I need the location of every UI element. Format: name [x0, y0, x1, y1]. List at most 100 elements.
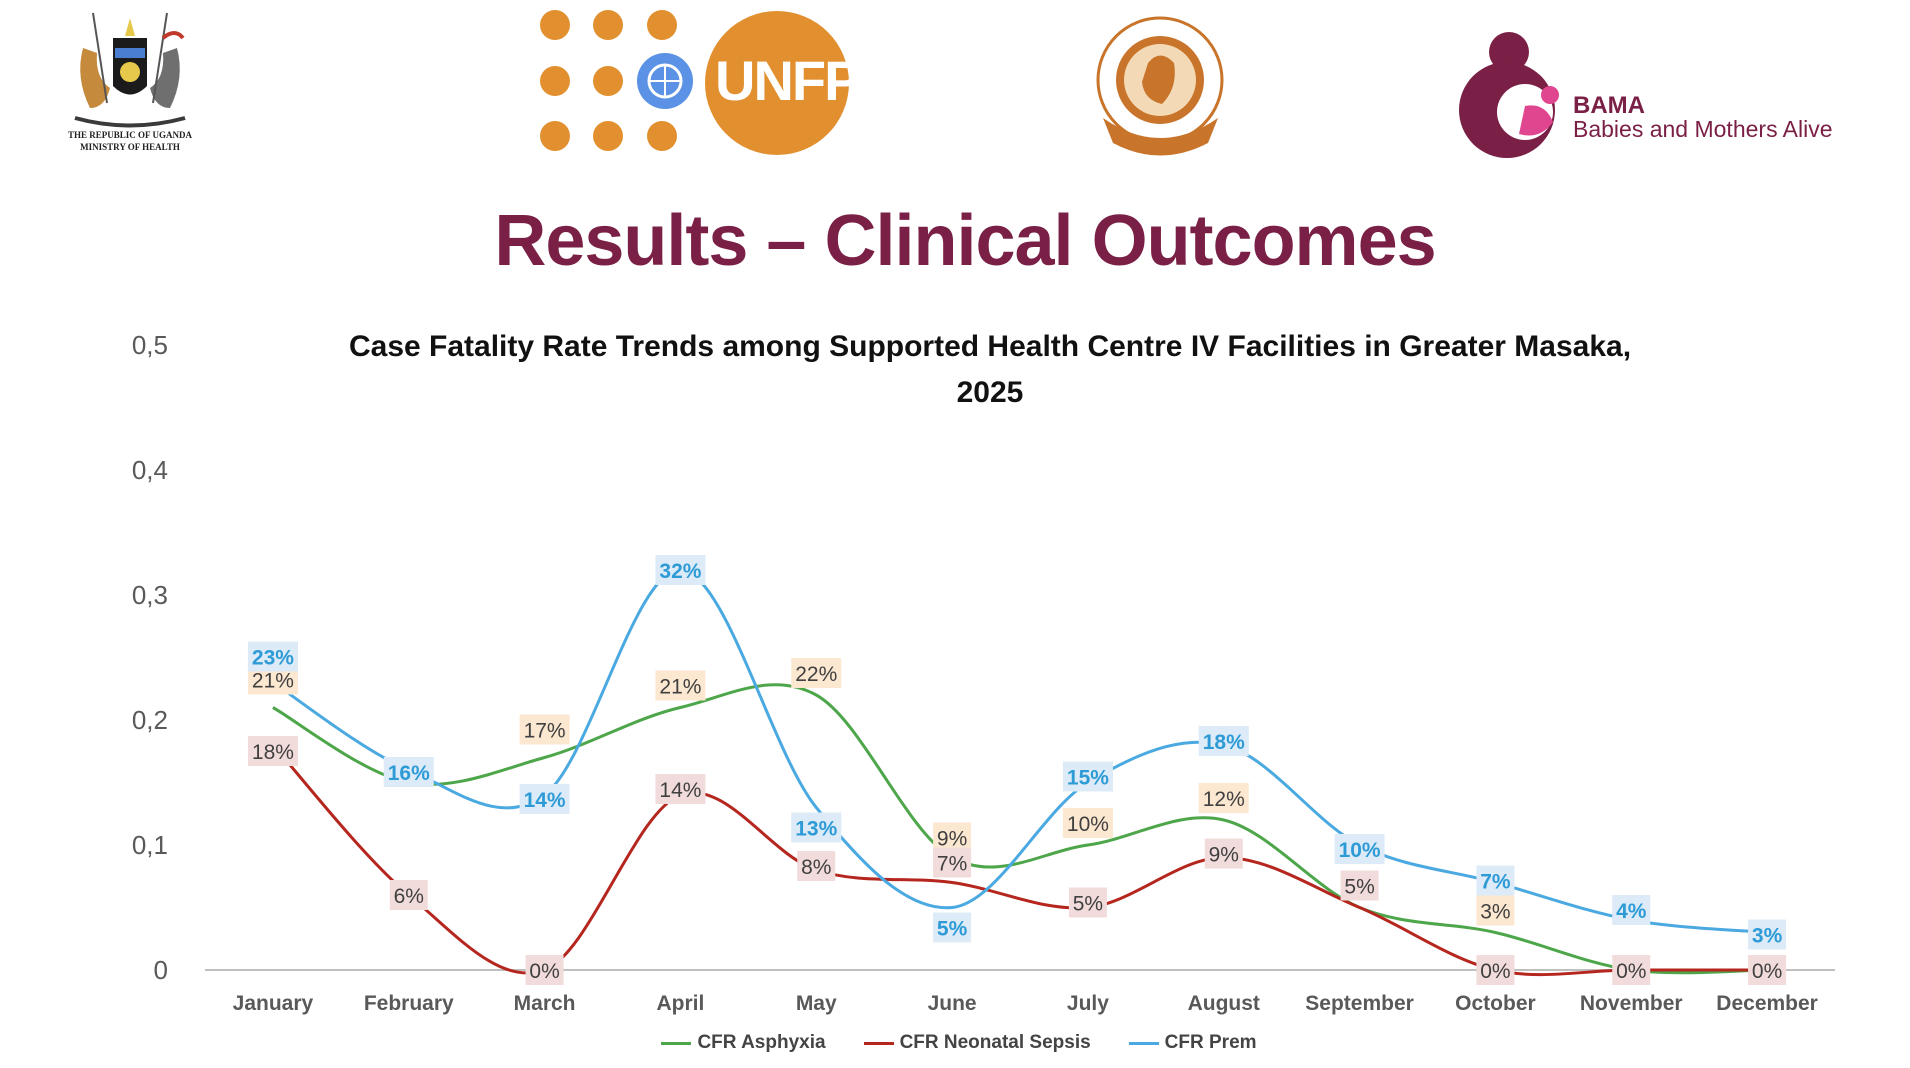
series-line-0 — [272, 683, 1768, 975]
x-tick-label: April — [656, 992, 704, 1015]
data-label: 8% — [801, 856, 831, 879]
data-label-box — [1748, 955, 1787, 985]
legend-swatch — [1128, 1041, 1159, 1045]
data-label-box — [1198, 783, 1249, 813]
data-label-box — [1334, 834, 1385, 864]
data-label-box — [1062, 761, 1113, 792]
data-label: 3% — [1480, 901, 1510, 924]
data-label: 10% — [1067, 813, 1109, 836]
data-label-box — [1068, 887, 1107, 918]
data-label-box — [1612, 955, 1651, 985]
data-label-box — [1340, 870, 1379, 901]
data-label-box — [1198, 726, 1249, 756]
data-label-box — [1476, 895, 1515, 926]
legend-swatch — [661, 1041, 692, 1045]
data-label-box — [247, 641, 298, 672]
data-label: 14% — [659, 779, 701, 802]
legend-label: CFR Asphyxia — [697, 1032, 826, 1053]
x-tick-label: May — [796, 992, 837, 1015]
data-label-box — [655, 774, 706, 804]
data-label: 12% — [1203, 788, 1245, 811]
x-tick-label: March — [514, 992, 576, 1015]
data-label: 7% — [937, 853, 967, 876]
midwives-association-logo — [1078, 8, 1243, 168]
data-label-box — [655, 670, 706, 701]
chart-title-line2: 2025 — [956, 376, 1024, 409]
bama-name: BAMA — [1573, 92, 1645, 119]
data-label: 13% — [795, 818, 837, 841]
data-label: 0% — [1752, 960, 1782, 983]
x-tick-label: October — [1455, 992, 1536, 1015]
bama-tagline: Babies and Mothers Alive — [1573, 116, 1833, 142]
data-label-box — [1612, 895, 1651, 925]
data-label: 23% — [252, 647, 294, 670]
data-label: 10% — [1339, 839, 1381, 862]
data-label: 3% — [1752, 925, 1783, 948]
x-tick-label: August — [1188, 992, 1260, 1015]
data-label-box — [1204, 838, 1243, 869]
data-label: 21% — [659, 676, 701, 699]
data-label: 7% — [1480, 871, 1511, 894]
data-label: 0% — [1616, 960, 1646, 983]
chart-title: Case Fatality Rate Trends among Supporte… — [290, 324, 1690, 416]
y-tick-label: 0 — [154, 955, 168, 985]
data-label-box — [1476, 865, 1515, 896]
data-label: 21% — [252, 670, 294, 693]
legend-swatch — [863, 1041, 894, 1045]
data-label: 22% — [795, 663, 837, 686]
data-label: 0% — [529, 960, 559, 983]
legend-item: CFR Prem — [1128, 1032, 1257, 1054]
legend-item: CFR Neonatal Sepsis — [863, 1032, 1091, 1054]
data-label: 32% — [659, 560, 701, 583]
data-label: 5% — [1073, 893, 1103, 916]
bama-logo: BAMA Babies and Mothers Alive — [1445, 30, 1905, 165]
data-label: 4% — [1616, 900, 1647, 923]
chart-legend: CFR Asphyxia CFR Neonatal Sepsis CFR Prem — [0, 1028, 1910, 1058]
data-label-box — [383, 757, 434, 787]
x-tick-label: July — [1067, 992, 1109, 1015]
y-tick-label: 0,2 — [132, 705, 168, 735]
y-tick-label: 0,4 — [132, 455, 168, 485]
data-label: 6% — [394, 885, 424, 908]
data-label-box — [933, 912, 972, 943]
data-label: 9% — [937, 828, 967, 851]
data-label-box — [797, 851, 836, 881]
x-tick-label: June — [928, 992, 977, 1015]
y-tick-label: 0,3 — [132, 580, 168, 610]
data-label: 5% — [937, 918, 968, 941]
unfpa-logo: UNFPA — [535, 8, 896, 158]
data-label-box — [247, 736, 298, 766]
legend-label: CFR Neonatal Sepsis — [899, 1032, 1091, 1053]
data-label-box — [791, 812, 842, 843]
ministry-of-health-logo: THE REPUBLIC OF UGANDA MINISTRY OF HEALT… — [55, 8, 205, 158]
x-tick-label: December — [1716, 992, 1818, 1015]
moh-line2: MINISTRY OF HEALTH — [80, 142, 180, 152]
page-title: Results – Clinical Outcomes — [494, 201, 1436, 281]
y-tick-label: 0,1 — [132, 830, 168, 860]
data-label: 14% — [524, 789, 566, 812]
data-label-box — [933, 847, 972, 878]
legend-label: CFR Prem — [1164, 1032, 1257, 1053]
data-label-box — [519, 714, 570, 745]
chart-title-line1: Case Fatality Rate Trends among Supporte… — [348, 330, 1632, 363]
data-label-box — [389, 880, 428, 910]
data-label: 0% — [1480, 960, 1510, 983]
data-label-box — [1062, 808, 1113, 838]
data-label: 16% — [388, 762, 430, 785]
data-label: 18% — [1203, 731, 1245, 754]
x-tick-label: February — [364, 992, 454, 1015]
x-tick-label: November — [1580, 992, 1683, 1015]
x-tick-label: January — [233, 992, 314, 1015]
data-label-box — [525, 955, 564, 985]
data-label-box — [519, 784, 570, 814]
series-line-2 — [272, 568, 1768, 934]
legend-item: CFR Asphyxia — [661, 1032, 826, 1054]
data-label: 5% — [1344, 876, 1374, 899]
y-tick-label: 0,5 — [132, 330, 168, 360]
data-label: 15% — [1067, 767, 1109, 790]
data-label-box — [1476, 955, 1515, 985]
data-label-box — [1748, 919, 1787, 950]
data-label-box — [791, 658, 842, 688]
moh-line1: THE REPUBLIC OF UGANDA — [68, 130, 192, 140]
